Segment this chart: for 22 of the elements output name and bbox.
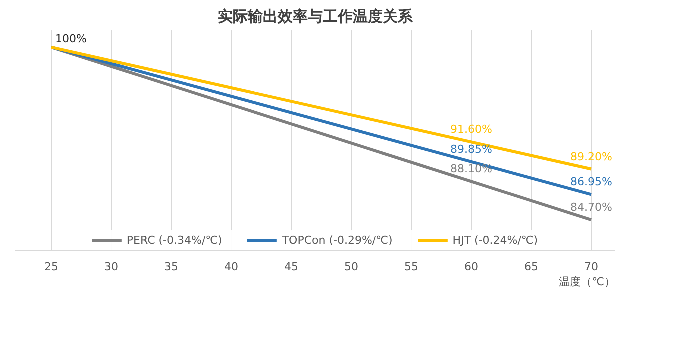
x-tick-label: 45 xyxy=(284,260,298,274)
x-tick-label: 70 xyxy=(584,260,598,274)
data-label: 86.95% xyxy=(570,176,612,189)
data-label: 89.20% xyxy=(570,150,612,164)
x-tick-label: 55 xyxy=(404,260,418,274)
x-tick-label: 50 xyxy=(344,260,358,274)
data-label: 88.10% xyxy=(450,162,492,176)
x-axis-title: 温度（℃） xyxy=(559,276,616,288)
x-tick-label: 25 xyxy=(44,260,58,274)
x-tick-label: 65 xyxy=(524,260,538,274)
x-tick-label: 30 xyxy=(104,260,118,274)
chart-title: 实际输出效率与工作温度关系 xyxy=(218,8,414,26)
data-label: 84.70% xyxy=(570,201,612,214)
data-label: 100% xyxy=(56,32,87,46)
x-tick-label: 40 xyxy=(224,260,238,274)
legend-label: TOPCon (-0.29%/℃) xyxy=(282,234,393,246)
data-label: 89.85% xyxy=(450,142,492,156)
legend-label: HJT (-0.24%/℃) xyxy=(452,234,538,246)
x-tick-label: 60 xyxy=(464,260,478,274)
x-tick-label: 35 xyxy=(164,260,178,274)
legend-label: PERC (-0.34%/℃) xyxy=(126,234,222,246)
data-label: 91.60% xyxy=(450,123,492,136)
